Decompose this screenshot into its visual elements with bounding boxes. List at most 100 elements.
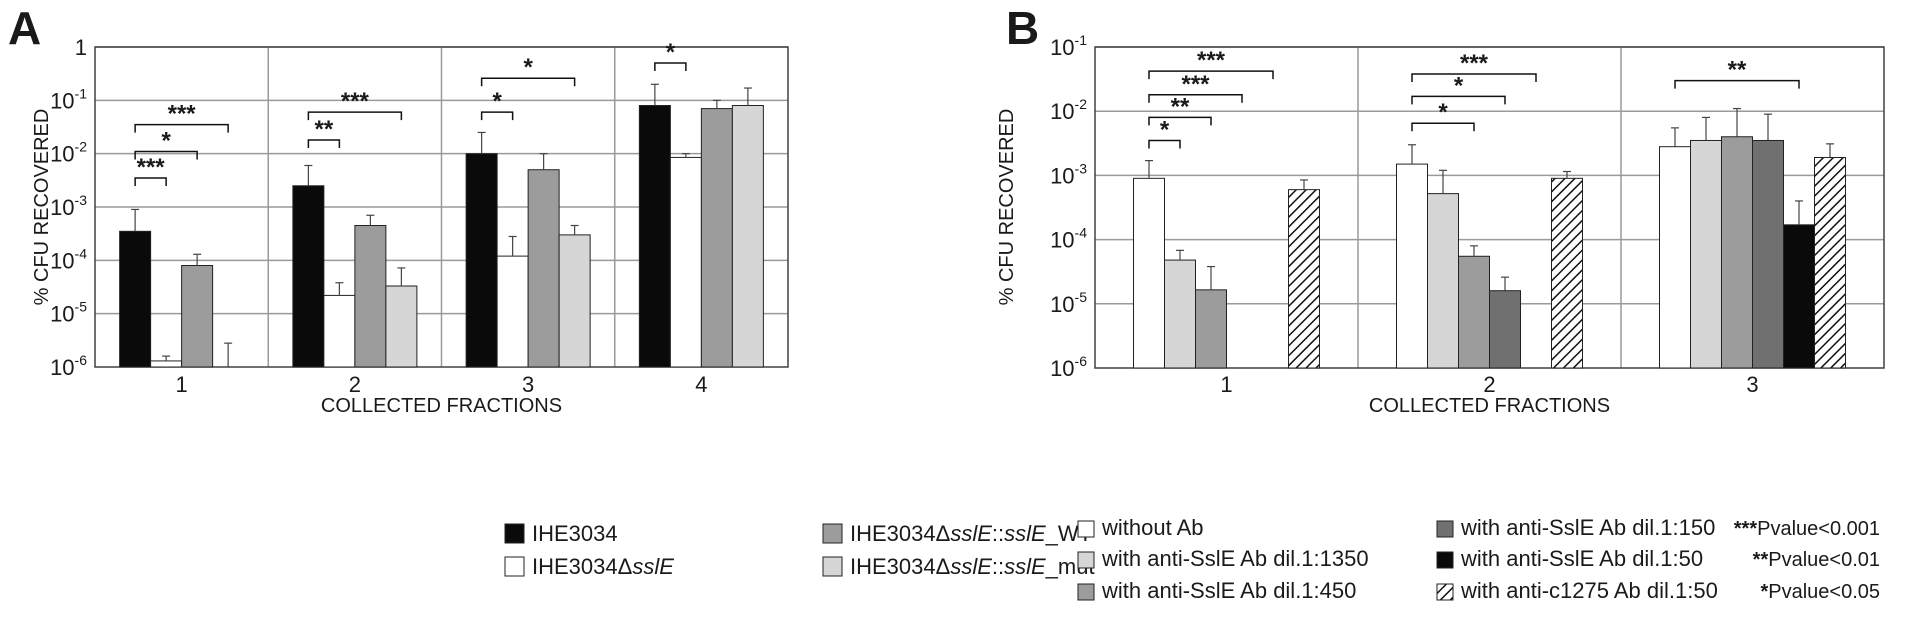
bar [1489, 290, 1521, 369]
x-tick-label: 1 [1220, 372, 1232, 397]
x-tick-label: 2 [349, 372, 361, 397]
significance-label: * [1438, 99, 1448, 126]
bar [1721, 136, 1753, 369]
legend-swatch [822, 523, 843, 544]
bar [1195, 289, 1227, 369]
significance-bracket [1411, 73, 1537, 82]
significance-label: ** [315, 116, 334, 143]
bar [385, 285, 418, 368]
bar [1133, 177, 1165, 369]
bar [1458, 255, 1490, 369]
y-tick-label: 10-5 [50, 299, 87, 327]
bar [465, 153, 498, 368]
bar [323, 294, 356, 368]
x-tick-label: 1 [176, 372, 188, 397]
significance-bracket [480, 77, 576, 87]
legend-swatch [1436, 551, 1454, 569]
x-tick-label: 3 [522, 372, 534, 397]
bar [669, 156, 702, 368]
legend-label: IHE3034ΔsslE [532, 554, 674, 579]
significance-label: *** [1181, 71, 1210, 98]
plot-area-border [94, 46, 789, 368]
significance-label: *** [137, 154, 166, 181]
x-axis-title: COLLECTED FRACTIONS [1369, 395, 1610, 417]
significance-label: *** [341, 88, 370, 115]
x-tick-label: 4 [695, 372, 707, 397]
significance-bracket [1148, 70, 1274, 80]
legend-swatch [1077, 520, 1095, 538]
y-tick-label: 10-3 [50, 192, 87, 220]
significance-bracket [1411, 95, 1506, 105]
significance-label: * [666, 39, 676, 66]
significance-bracket [1674, 79, 1800, 89]
bar [1288, 189, 1320, 369]
bar [354, 224, 387, 368]
significance-bracket [134, 177, 167, 186]
legend-label: with anti-SslE Ab dil.1:1350 [1101, 546, 1369, 571]
significance-bracket [1148, 139, 1181, 149]
bar [150, 360, 183, 368]
chart-panel-b: B10-610-510-410-310-210-1************** *… [996, 2, 1885, 603]
significance-label: ** [1171, 93, 1190, 120]
legend-swatch [1436, 520, 1454, 538]
legend-label: IHE3034ΔsslE::sslE_WT [850, 521, 1092, 546]
significance-bracket [307, 139, 341, 149]
significance-label: *** [168, 101, 197, 128]
bar [1427, 193, 1459, 369]
bar [1551, 177, 1583, 369]
significance-label: ** [1728, 57, 1747, 84]
significance-label: * [1160, 116, 1170, 143]
bar [292, 185, 325, 368]
bar [638, 105, 671, 368]
panel-letter: A [8, 2, 41, 54]
legend-swatch [1436, 583, 1454, 601]
y-tick-label: 10-5 [1050, 289, 1087, 317]
significance-label: *** [1197, 47, 1226, 74]
legend-swatch [504, 523, 525, 544]
legend-swatch [1077, 551, 1095, 569]
legend-label: with anti-SslE Ab dil.1:50 [1460, 546, 1703, 571]
y-tick-label: 10-1 [50, 85, 87, 113]
y-tick-label: 10-1 [1050, 32, 1087, 60]
legend-label: without Ab [1101, 515, 1204, 540]
significance-bracket [134, 123, 229, 133]
significance-bracket [654, 62, 687, 72]
y-axis-title: % CFU RECOVERED [31, 109, 53, 306]
bar [1690, 139, 1722, 369]
x-axis-title: COLLECTED FRACTIONS [321, 395, 562, 417]
legend-swatch [504, 556, 525, 577]
y-tick-label: 10-4 [50, 245, 87, 273]
chart-panel-a: A10-610-510-410-310-210-11************ **… [8, 2, 1095, 579]
y-tick-label: 10-6 [1050, 353, 1087, 381]
pvalue-key: *Pvalue<0.05 [1760, 581, 1880, 603]
bar [527, 169, 560, 368]
significance-bracket [134, 150, 198, 160]
legend-label: with anti-SslE Ab dil.1:150 [1460, 515, 1715, 540]
y-tick-label: 10-2 [1050, 96, 1087, 124]
pvalue-key: **Pvalue<0.01 [1753, 549, 1880, 571]
legend-label: with anti-SslE Ab dil.1:450 [1101, 578, 1356, 603]
significance-label: * [492, 88, 502, 115]
legend-label: with anti-c1275 Ab dil.1:50 [1460, 578, 1718, 603]
bar [558, 234, 591, 368]
significance-bracket [1411, 122, 1475, 132]
y-tick-label: 10-2 [50, 139, 87, 167]
significance-bracket [1148, 94, 1243, 103]
legend-label: IHE3034ΔsslE::sslE_mut [850, 554, 1095, 579]
bar [496, 255, 529, 368]
legend-label: IHE3034 [532, 521, 618, 546]
y-tick-label: 10-4 [1050, 225, 1087, 253]
y-axis-title: % CFU RECOVERED [996, 109, 1018, 306]
x-tick-label: 2 [1483, 372, 1495, 397]
bar [1783, 224, 1815, 369]
bar [181, 265, 214, 368]
significance-label: * [1454, 72, 1464, 99]
bar [1396, 163, 1428, 369]
pvalue-key: ***Pvalue<0.001 [1734, 518, 1880, 540]
bar [1164, 259, 1196, 369]
x-tick-label: 3 [1746, 372, 1758, 397]
significance-bracket [480, 111, 514, 121]
bar [1659, 146, 1691, 369]
significance-bracket [307, 111, 403, 121]
legend-swatch [822, 556, 843, 577]
